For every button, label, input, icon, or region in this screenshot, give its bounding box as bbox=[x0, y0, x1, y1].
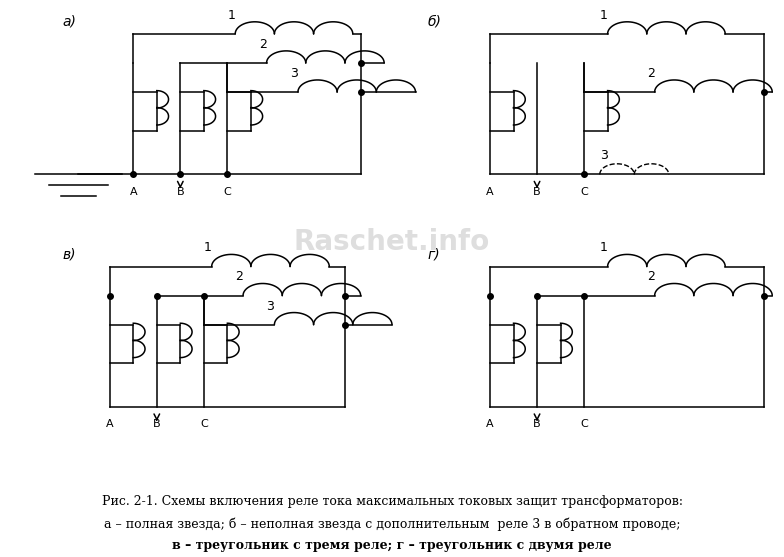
Text: C: C bbox=[223, 187, 231, 197]
Text: б): б) bbox=[427, 14, 441, 28]
Text: A: A bbox=[129, 187, 137, 197]
Text: 1: 1 bbox=[227, 9, 235, 22]
Text: C: C bbox=[580, 187, 588, 197]
Text: 1: 1 bbox=[600, 9, 608, 22]
Text: в): в) bbox=[63, 247, 76, 261]
Text: B: B bbox=[176, 187, 184, 197]
Text: C: C bbox=[200, 419, 208, 429]
Text: Raschet.info: Raschet.info bbox=[294, 228, 490, 256]
Text: B: B bbox=[153, 419, 161, 429]
Text: Рис. 2-1. Схемы включения реле тока максимальных токовых защит трансформаторов:: Рис. 2-1. Схемы включения реле тока макс… bbox=[101, 496, 683, 509]
Text: г): г) bbox=[427, 247, 440, 261]
Text: 3: 3 bbox=[290, 67, 298, 80]
Text: а – полная звезда; б – неполная звезда с дополнительным  реле 3 в обратном прово: а – полная звезда; б – неполная звезда с… bbox=[103, 517, 681, 531]
Text: 2: 2 bbox=[259, 38, 267, 51]
Text: 1: 1 bbox=[204, 241, 212, 255]
Text: B: B bbox=[533, 419, 541, 429]
Text: C: C bbox=[580, 419, 588, 429]
Text: B: B bbox=[533, 187, 541, 197]
Text: 3: 3 bbox=[600, 149, 608, 162]
Text: 2: 2 bbox=[647, 67, 655, 80]
Text: A: A bbox=[106, 419, 114, 429]
Text: 2: 2 bbox=[235, 271, 243, 284]
Text: A: A bbox=[486, 419, 494, 429]
Text: 1: 1 bbox=[600, 241, 608, 255]
Text: 2: 2 bbox=[647, 271, 655, 284]
Text: A: A bbox=[486, 187, 494, 197]
Text: а): а) bbox=[63, 14, 77, 28]
Text: 3: 3 bbox=[267, 300, 274, 312]
Text: в – треугольник с тремя реле; г – треугольник с двумя реле: в – треугольник с тремя реле; г – треуго… bbox=[172, 539, 612, 552]
